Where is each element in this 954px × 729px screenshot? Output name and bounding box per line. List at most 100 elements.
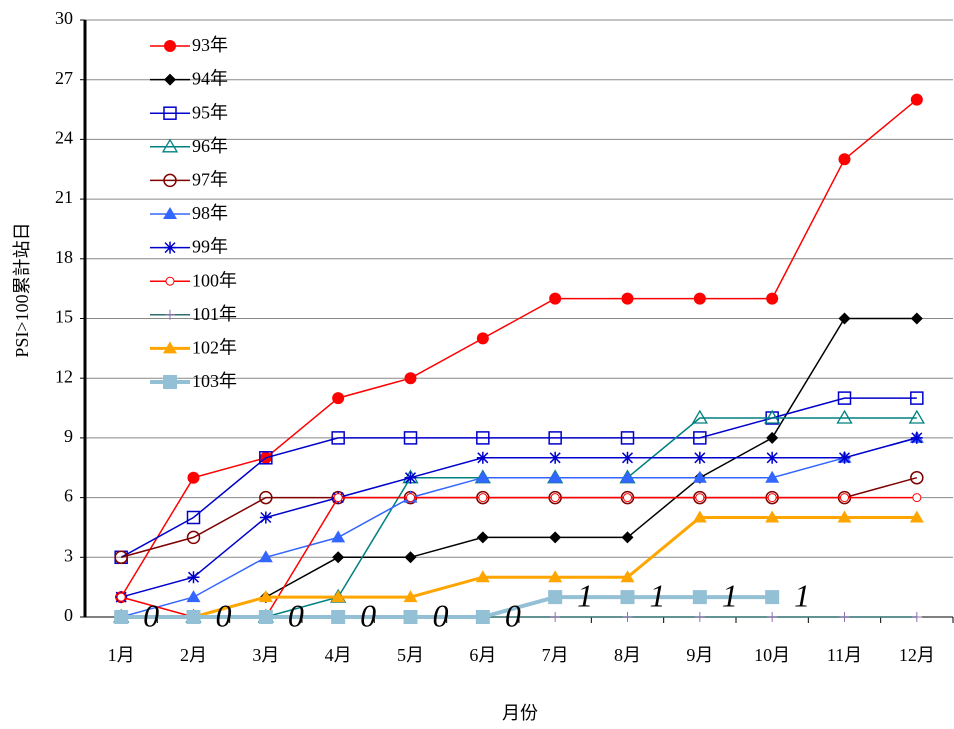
point [332,392,345,405]
x-tick-label: 3月 [252,645,279,665]
y-tick-label: 24 [55,128,73,148]
point [116,592,126,602]
point [403,610,418,624]
y-tick-label: 30 [55,8,73,28]
point [548,470,563,483]
legend-label: 93年 [192,35,228,55]
point [476,451,489,464]
data-label: 1 [794,577,810,613]
point [910,431,923,444]
point [837,510,852,523]
legend-label: 97年 [192,170,228,190]
y-tick-label: 27 [55,68,73,88]
legend-marker [163,173,177,188]
x-tick-label: 1月 [108,645,135,665]
data-label: 1 [577,577,593,613]
legend-marker [165,276,175,286]
point [695,493,705,503]
legend-marker [163,375,177,389]
legend-marker [163,207,177,219]
point [908,409,925,424]
y-tick-label: 21 [55,187,73,207]
point [620,570,635,583]
point [692,590,707,605]
point [475,610,490,624]
point [766,451,779,464]
point [692,470,707,483]
point [258,610,273,624]
y-tick-label: 15 [55,307,73,327]
point [909,510,924,523]
point [476,431,490,445]
series-line [121,516,917,619]
point [406,493,415,503]
point [475,470,490,483]
y-tick-label: 6 [64,486,73,506]
point [549,451,562,464]
point [911,612,922,622]
point [620,431,635,445]
legend-marker [165,309,175,320]
point [691,409,708,424]
point [331,610,346,624]
point [475,570,490,583]
legend-label: 98年 [192,203,228,223]
y-tick-label: 0 [64,605,73,625]
legend-label: 101年 [192,304,237,324]
data-label: 0 [433,597,449,633]
point [622,612,633,622]
point [764,409,781,424]
x-tick-label: 9月 [686,645,713,665]
point [621,451,634,464]
point [692,510,707,523]
x-tick-label: 7月 [542,645,569,665]
point [186,530,201,545]
point [912,493,922,503]
point [258,550,273,563]
data-label: 0 [288,597,304,633]
x-tick-label: 8月 [614,645,641,665]
legend-marker [163,106,177,120]
point [186,610,201,624]
data-label: 1 [722,577,738,613]
y-tick-label: 9 [64,426,73,446]
point [910,93,923,106]
legend-marker [161,138,179,153]
point [259,490,273,505]
point [765,470,780,483]
point [836,409,853,424]
x-tick-label: 5月 [397,645,424,665]
point [550,612,561,622]
x-tick-label: 10月 [754,645,790,665]
point [259,511,272,524]
point [765,510,780,523]
point [549,531,562,544]
point [331,590,346,603]
point [258,590,273,603]
point [548,431,562,445]
series-line [121,317,917,618]
point [767,612,778,622]
point [910,312,923,325]
data-label: 0 [216,597,232,633]
point [693,431,707,445]
point [623,493,632,503]
point [332,551,345,564]
point [187,471,200,484]
legend-label: 96年 [192,136,228,156]
x-tick-label: 12月 [899,645,935,665]
point [693,292,706,305]
point [187,571,200,584]
point [840,493,849,503]
point [767,493,777,503]
data-label: 0 [143,597,159,633]
point [765,590,780,605]
series-line [120,99,918,598]
point [838,451,851,464]
point [114,550,128,565]
y-axis-label: PSI>100累計站日 [12,222,32,357]
point [186,510,201,525]
x-tick-label: 4月 [325,645,352,665]
series-line [121,595,773,619]
series-line [120,397,917,558]
